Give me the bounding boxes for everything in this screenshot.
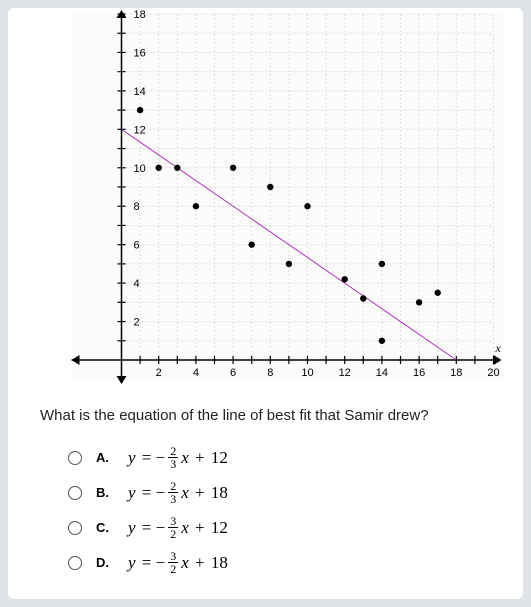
svg-text:16: 16	[134, 47, 146, 59]
svg-text:12: 12	[339, 367, 351, 379]
option-formula: y = −23x + 12	[128, 445, 228, 470]
options-group: A. y = −23x + 12 B. y = −23x + 18 C. y = −32x…	[8, 434, 523, 590]
option-row[interactable]: B. y = −23x + 18	[68, 475, 499, 510]
svg-text:4: 4	[134, 278, 140, 290]
svg-text:20: 20	[487, 367, 499, 379]
svg-text:8: 8	[267, 367, 273, 379]
option-row[interactable]: A. y = −23x + 12	[68, 440, 499, 475]
svg-text:10: 10	[301, 367, 313, 379]
svg-text:6: 6	[134, 240, 140, 252]
question-text: What is the equation of the line of best…	[8, 393, 523, 434]
option-formula: y = −32x + 12	[128, 515, 228, 540]
scatter-chart: 2 4 6 8 10 12 14 16 18 20 2 4 6 8 10 12 14 16 18 x	[8, 8, 523, 388]
svg-text:4: 4	[193, 367, 199, 379]
svg-text:18: 18	[450, 367, 462, 379]
svg-text:10: 10	[134, 163, 146, 175]
radio-button[interactable]	[68, 451, 82, 465]
option-row[interactable]: C. y = −32x + 12	[68, 510, 499, 545]
svg-text:16: 16	[413, 367, 425, 379]
svg-text:14: 14	[376, 367, 388, 379]
svg-text:12: 12	[134, 124, 146, 136]
intercept-value: 18	[211, 553, 228, 573]
intercept-value: 12	[211, 448, 228, 468]
option-formula: y = −32x + 18	[128, 550, 228, 575]
fraction-denominator: 3	[168, 493, 178, 505]
svg-text:x: x	[495, 341, 502, 355]
intercept-value: 12	[211, 518, 228, 538]
svg-text:14: 14	[134, 86, 146, 98]
option-letter: C.	[96, 520, 114, 535]
svg-text:2: 2	[156, 367, 162, 379]
intercept-value: 18	[211, 483, 228, 503]
svg-text:8: 8	[134, 201, 140, 213]
question-card: 2 4 6 8 10 12 14 16 18 20 2 4 6 8 10 12 14 16 18 x What is …	[8, 8, 523, 599]
option-letter: B.	[96, 485, 114, 500]
svg-text:18: 18	[134, 9, 146, 21]
fraction-denominator: 3	[168, 458, 178, 470]
fraction-denominator: 2	[168, 528, 178, 540]
option-letter: D.	[96, 555, 114, 570]
option-row[interactable]: D. y = −32x + 18	[68, 545, 499, 580]
radio-button[interactable]	[68, 556, 82, 570]
svg-text:2: 2	[134, 317, 140, 329]
radio-button[interactable]	[68, 486, 82, 500]
fraction-denominator: 2	[168, 563, 178, 575]
radio-button[interactable]	[68, 521, 82, 535]
option-formula: y = −23x + 18	[128, 480, 228, 505]
svg-text:6: 6	[230, 367, 236, 379]
option-letter: A.	[96, 450, 114, 465]
